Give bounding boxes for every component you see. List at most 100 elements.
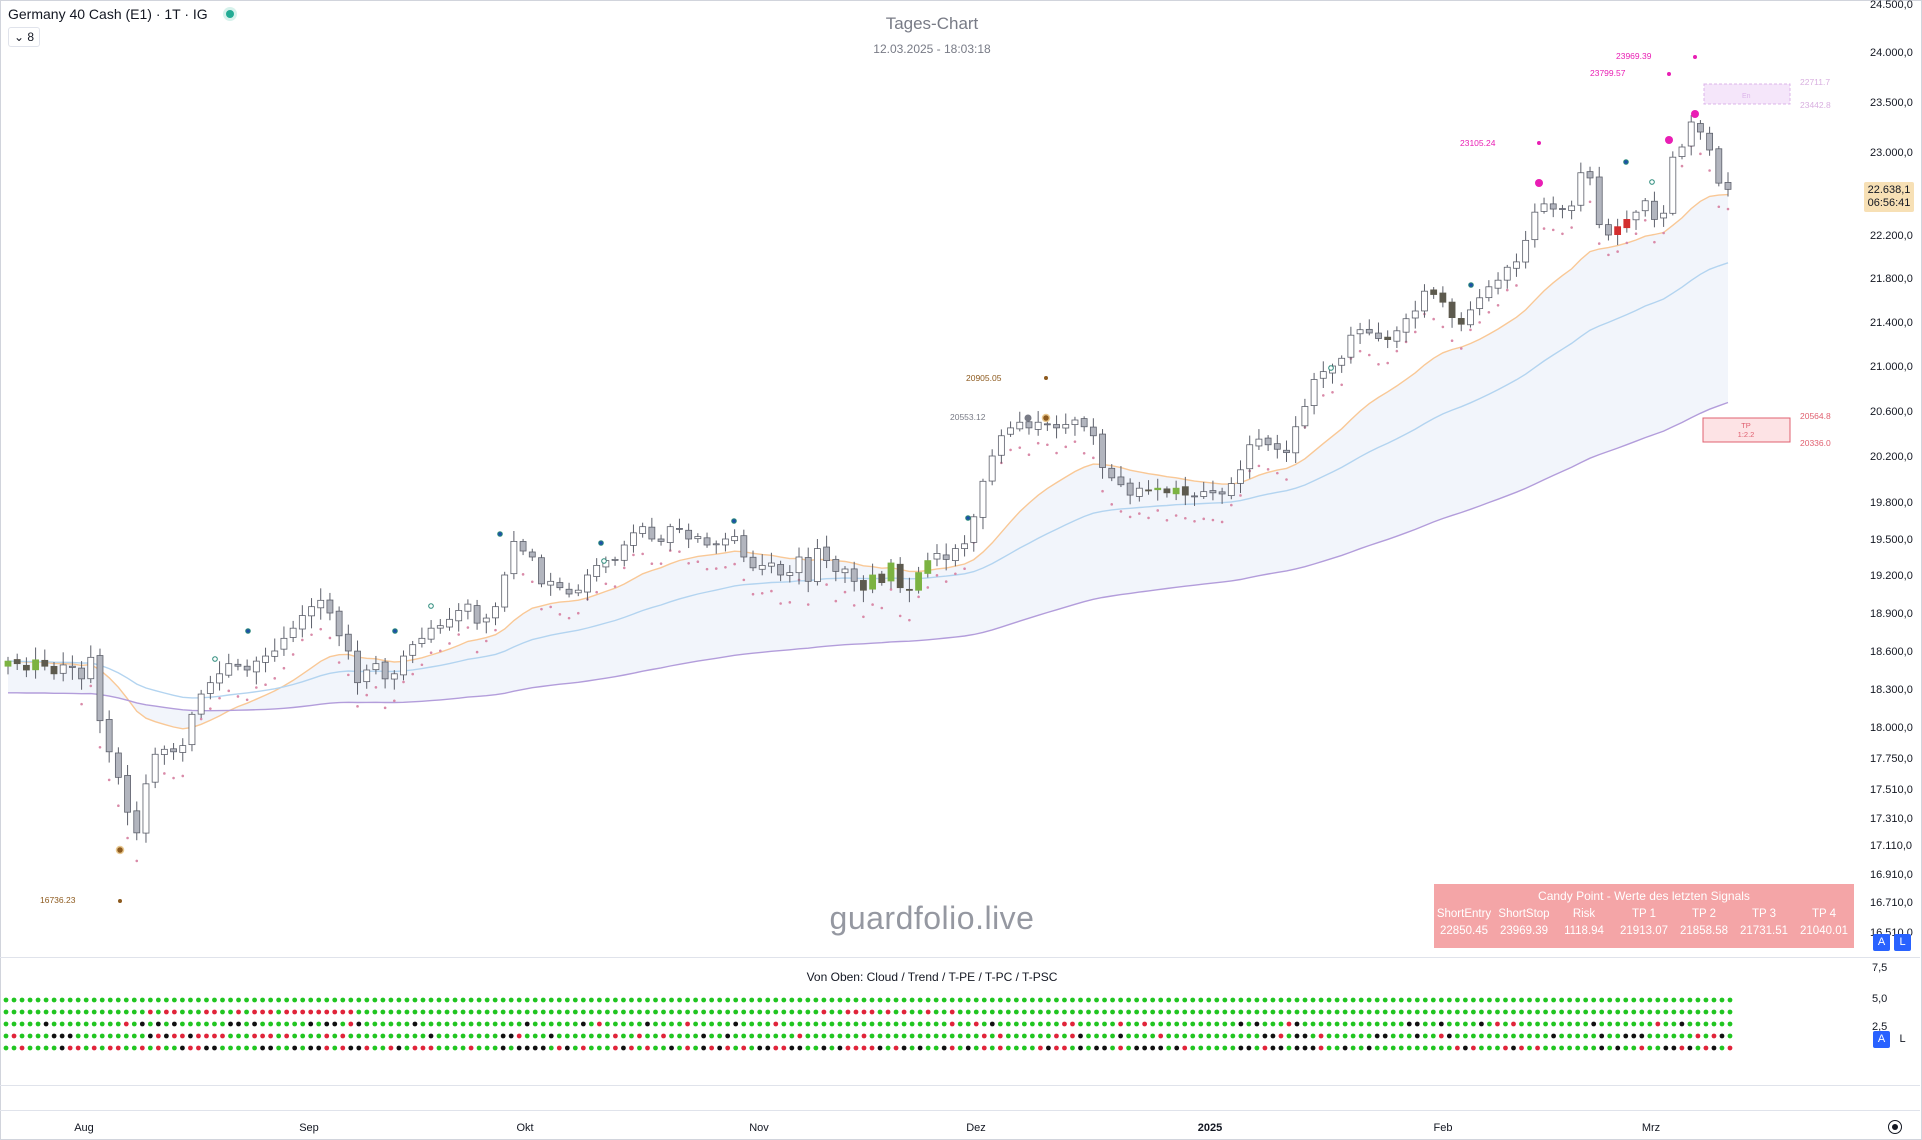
signal-dot-cell [805,997,811,1003]
signal-dot-cell [885,997,891,1003]
signal-dot-cell [596,1045,602,1051]
signal-dot-cell [989,1009,995,1015]
signal-dot-cell [669,1033,674,1039]
signal-dot-cell [588,1045,594,1051]
signal-dot-cell [1551,1045,1556,1051]
sub-log-scale-button[interactable]: L [1894,1031,1911,1048]
y-tick-label: 18.600,0 [1870,646,1913,658]
trend-marker [1649,179,1655,185]
signal-dot-cell [1519,1009,1524,1015]
sub-auto-scale-button[interactable]: A [1873,1031,1890,1048]
signal-dot-cell [845,1021,851,1027]
auto-scale-button[interactable]: A [1873,934,1890,951]
signal-dot-cell [869,1021,875,1027]
signal-dot-cell [1583,1021,1589,1027]
indicator-toggle-button[interactable]: ⌄ 8 [8,27,41,47]
pane-separator[interactable] [0,957,1920,958]
signal-dot-cell [1430,1045,1436,1051]
trailing-stop-dot [779,602,782,605]
signal-dot-cell [1094,1021,1099,1027]
signal-dot-cell [260,1045,265,1051]
price-axis[interactable]: 24.500,024.000,023.500,023.000,022.200,0… [1870,0,1913,1033]
signal-dot-cell [212,1021,217,1027]
candle-body [280,637,288,650]
signal-dot-cell [1350,997,1356,1003]
table-cell: 23969.39 [1500,925,1548,937]
signal-dot-cell [1406,1021,1412,1027]
signal-dot-cell [1350,1009,1356,1015]
signal-dot-cell [1527,1009,1532,1015]
signal-dot-cell [773,997,779,1003]
settings-icon[interactable] [1888,1120,1902,1134]
signal-dot-cell [604,1033,610,1039]
signal-dot-cell [196,1033,201,1039]
signal-dot-cell [1406,997,1412,1003]
candle-body [151,753,159,783]
signal-dot-cell [596,1033,602,1039]
candle-body [78,667,85,680]
signal-dot-cell [621,997,626,1003]
signal-dot-cell [340,1045,346,1051]
symbol-title[interactable]: Germany 40 Cash (E1) · 1T · IG [8,6,208,22]
candle-body [749,556,757,569]
signal-dot-cell [797,1045,803,1051]
signal-dot-cell [580,1009,586,1015]
signal-dot-cell [1591,1033,1597,1039]
signal-dot-cell [749,1033,755,1039]
signal-dot-cell [1462,1033,1468,1039]
signal-dot-cell [869,1045,875,1051]
log-scale-button[interactable]: L [1894,934,1911,951]
trailing-stop-dot [411,672,415,676]
signal-dot-cell [645,1033,650,1039]
price-annotation: 23442.8 [1800,100,1831,110]
signal-dot-cell [1639,1045,1645,1051]
signal-dot-cell [1374,1045,1380,1051]
signal-dot-cell [1655,997,1661,1003]
signal-dot-cell [1495,997,1500,1003]
signal-dot-cell [845,997,851,1003]
candle-body [1062,424,1070,429]
signal-dot-cell [917,1045,923,1051]
entry-marker [1691,110,1699,118]
x-tick-label: 2025 [1198,1122,1222,1134]
signal-dot-cell [260,1009,265,1015]
trailing-stop-dot [475,650,479,654]
signal-dot-cell [180,1009,185,1015]
signal-dot-cell [1446,1009,1452,1015]
candle-body [1586,171,1594,179]
time-axis[interactable]: Aug Sep Okt Nov Dez 2025 Feb Mrz [74,1122,1660,1134]
trailing-stop-dot [347,673,350,677]
trailing-stop-dot [659,562,663,565]
signal-dot-cell [284,1021,290,1027]
signal-dot-cell [1727,997,1733,1003]
signal-dot-cell [837,1045,843,1051]
candle-body [427,627,435,640]
signal-dot-cell [420,1009,426,1015]
signal-dot-cell [220,1045,225,1051]
table-header-cell: ShortStop [1498,908,1550,920]
trailing-stop-dot [1625,241,1629,245]
signal-dot-cell [1495,1009,1500,1015]
signal-dot-cell [1711,1009,1717,1015]
signal-dot-cell [444,1009,450,1015]
candle-body [1411,310,1419,319]
y-tick-label: 19.500,0 [1870,534,1913,546]
signal-dot-cell [1663,1033,1669,1039]
signal-dot-cell [83,1033,89,1039]
signal-dot-cell [27,1033,33,1039]
signal-dot-cell [1551,997,1556,1003]
trailing-stop-dot [926,586,930,589]
pane-separator[interactable] [0,1085,1920,1086]
signal-dot-cell [869,1009,875,1015]
signal-dot-cell [781,1021,787,1027]
signal-dot-cell [1623,1045,1629,1051]
signal-dot [1667,72,1671,76]
signal-dot-cell [901,1009,907,1015]
signal-dot-cell [19,997,25,1003]
signal-dot-cell [1238,1009,1244,1015]
signal-dot-cell [1150,1045,1156,1051]
signal-dot-cell [1631,997,1637,1003]
signal-dot-cell [733,997,739,1003]
candles [4,115,1732,843]
